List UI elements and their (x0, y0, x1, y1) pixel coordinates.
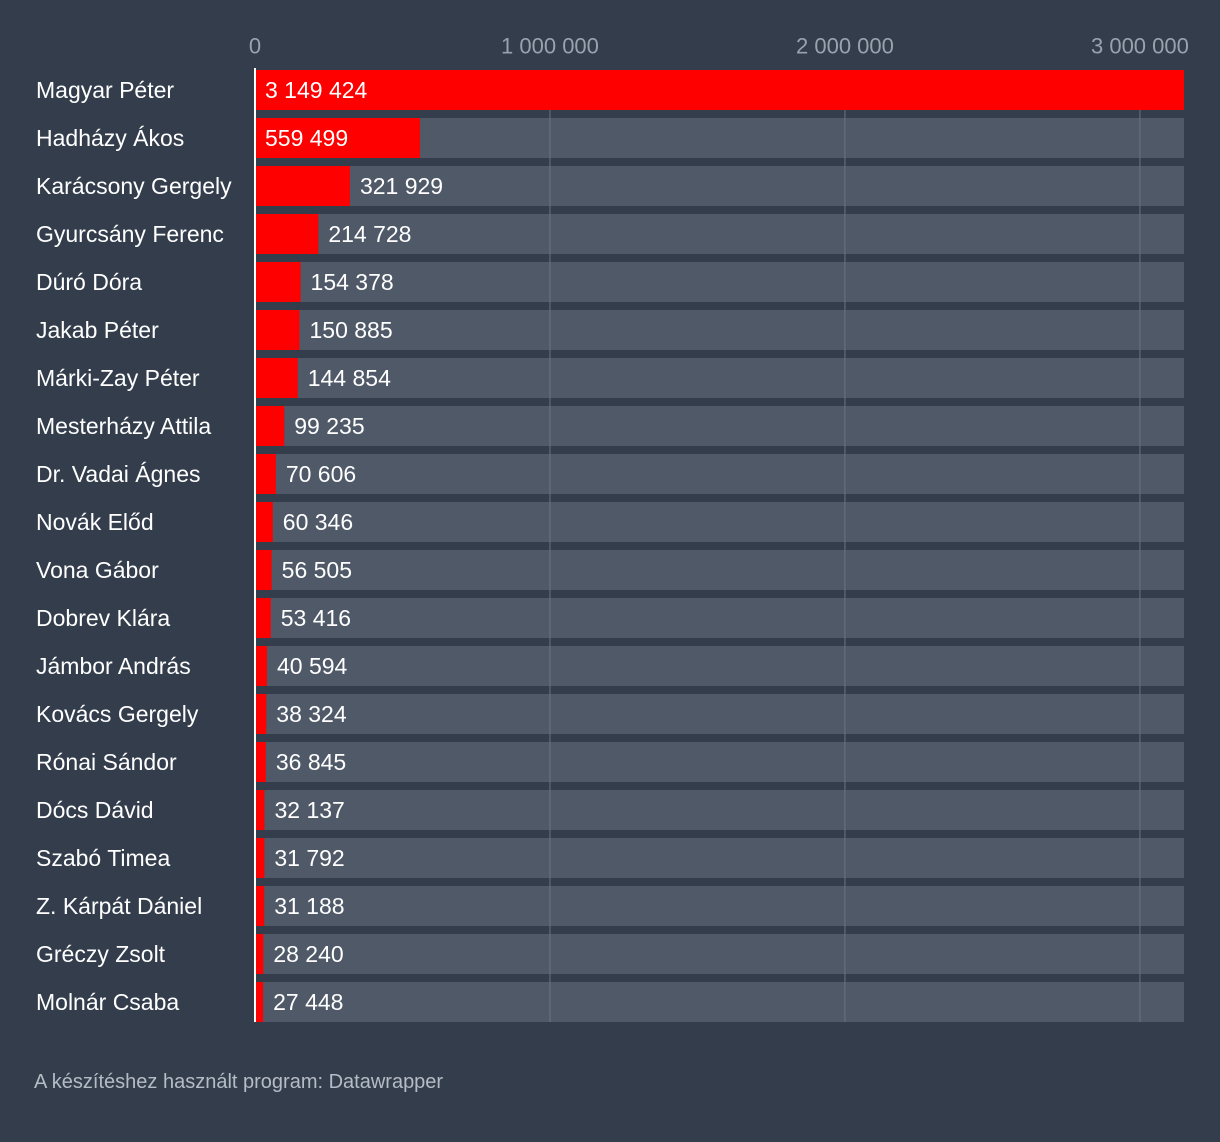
bar (255, 934, 264, 974)
bar-track (255, 598, 1184, 638)
bar-track (255, 694, 1184, 734)
value-label: 70 606 (286, 461, 356, 487)
value-label: 154 378 (311, 269, 394, 295)
x-tick-label: 1 000 000 (501, 34, 599, 59)
category-label: Gréczy Zsolt (36, 941, 166, 967)
category-label: Gyurcsány Ferenc (36, 221, 224, 247)
value-label: 27 448 (273, 989, 343, 1015)
bar (255, 406, 285, 446)
bar (255, 742, 266, 782)
category-label: Karácsony Gergely (36, 173, 232, 199)
bar-tracks (255, 70, 1184, 1022)
value-label: 28 240 (273, 941, 343, 967)
bar-track (255, 214, 1184, 254)
bar (255, 694, 267, 734)
value-label: 60 346 (283, 509, 353, 535)
value-labels: 3 149 424 559 499 321 929 214 728 154 378 150… (265, 77, 443, 1015)
bar-track (255, 406, 1184, 446)
category-label: Dúró Dóra (36, 269, 142, 295)
bar-track (255, 742, 1184, 782)
category-label: Jámbor András (36, 653, 191, 679)
bar (255, 262, 301, 302)
value-label: 321 929 (360, 173, 443, 199)
gridlines (549, 70, 1141, 1022)
x-tick-label: 3 000 000 (1091, 34, 1189, 59)
category-label: Dócs Dávid (36, 797, 154, 823)
category-label: Hadházy Ákos (36, 125, 184, 151)
bar-track (255, 886, 1184, 926)
category-label: Szabó Timea (36, 845, 170, 871)
x-axis-ticks: 0 1 000 000 2 000 000 3 000 000 (249, 34, 1189, 59)
bar-track (255, 502, 1184, 542)
footer-credit: A készítéshez használt program: Datawrap… (34, 1071, 444, 1093)
bar (255, 646, 267, 686)
category-label: Jakab Péter (36, 317, 159, 343)
category-label: Márki-Zay Péter (36, 365, 200, 391)
bar (255, 598, 271, 638)
category-label: Kovács Gergely (36, 701, 199, 727)
bar-track (255, 262, 1184, 302)
bar (255, 214, 319, 254)
category-label: Dr. Vadai Ágnes (36, 461, 201, 487)
category-label: Vona Gábor (36, 557, 159, 583)
bar (255, 310, 300, 350)
category-label: Rónai Sándor (36, 749, 177, 775)
bar-track (255, 934, 1184, 974)
bar (255, 790, 265, 830)
bar (255, 358, 298, 398)
category-label: Dobrev Klára (36, 605, 170, 631)
value-label: 214 728 (328, 221, 411, 247)
bar-track (255, 310, 1184, 350)
value-label: 53 416 (281, 605, 351, 631)
bars (255, 70, 1184, 1022)
bar (255, 502, 273, 542)
value-label: 32 137 (274, 797, 344, 823)
bar (255, 118, 421, 158)
bar-track (255, 838, 1184, 878)
bar (255, 550, 272, 590)
bar-track (255, 982, 1184, 1022)
category-label: Mesterházy Attila (36, 413, 211, 439)
bar (255, 166, 350, 206)
value-label: 40 594 (277, 653, 348, 679)
x-tick-label: 2 000 000 (796, 34, 894, 59)
row-labels: Magyar Péter Hadházy Ákos Karácsony Gergel… (36, 77, 232, 1015)
category-label: Molnár Csaba (36, 989, 179, 1015)
bar-track (255, 454, 1184, 494)
bar-track (255, 166, 1184, 206)
value-label: 56 505 (282, 557, 352, 583)
bar (255, 454, 276, 494)
value-label: 31 792 (274, 845, 344, 871)
value-label: 144 854 (308, 365, 391, 391)
category-label: Z. Kárpát Dániel (36, 893, 202, 919)
value-label: 559 499 (265, 125, 348, 151)
value-label: 99 235 (294, 413, 364, 439)
bar-track (255, 790, 1184, 830)
value-label: 38 324 (276, 701, 347, 727)
bar-track (255, 358, 1184, 398)
value-label: 150 885 (310, 317, 393, 343)
category-label: Magyar Péter (36, 77, 174, 103)
category-label: Novák Előd (36, 509, 154, 535)
bar (255, 70, 1184, 110)
value-label: 3 149 424 (265, 77, 368, 103)
bar (255, 838, 265, 878)
bar-track (255, 646, 1184, 686)
value-label: 36 845 (276, 749, 346, 775)
bar-track (255, 550, 1184, 590)
x-tick-label: 0 (249, 34, 261, 59)
bar (255, 982, 264, 1022)
value-label: 31 188 (274, 893, 344, 919)
bar (255, 886, 265, 926)
